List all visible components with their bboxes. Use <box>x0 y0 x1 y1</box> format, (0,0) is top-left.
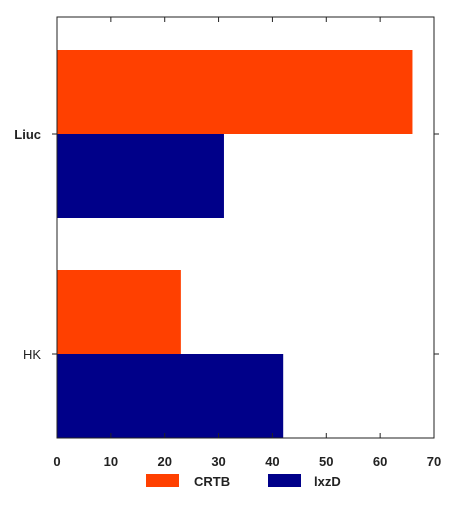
legend-label-lxzd: lxzD <box>314 474 341 489</box>
bars-layer <box>57 50 413 438</box>
x-tick-label: 0 <box>53 454 60 469</box>
x-tick-label: 40 <box>265 454 279 469</box>
legend: CRTB lxzD <box>146 474 341 489</box>
x-tick-label: 20 <box>157 454 171 469</box>
legend-swatch-lxzd <box>268 474 301 487</box>
y-tick-label-liuc: Liuc <box>14 127 41 142</box>
bar-hk-crtb <box>57 270 181 354</box>
legend-swatch-crtb <box>146 474 179 487</box>
plot-frame <box>56 16 435 439</box>
bar-hk-lxzd <box>57 354 284 438</box>
bar-liuc-lxzd <box>57 134 224 218</box>
legend-label-crtb: CRTB <box>194 474 230 489</box>
x-tick-label: 30 <box>211 454 225 469</box>
x-axis: 0 10 20 30 40 50 60 70 <box>53 17 441 469</box>
x-tick-label: 10 <box>104 454 118 469</box>
y-tick-label-hk: HK <box>23 347 41 362</box>
x-tick-label: 60 <box>373 454 387 469</box>
x-tick-label: 70 <box>427 454 441 469</box>
x-tick-label: 50 <box>319 454 333 469</box>
bar-liuc-crtb <box>57 50 413 134</box>
y-axis: Liuc HK <box>14 127 439 362</box>
